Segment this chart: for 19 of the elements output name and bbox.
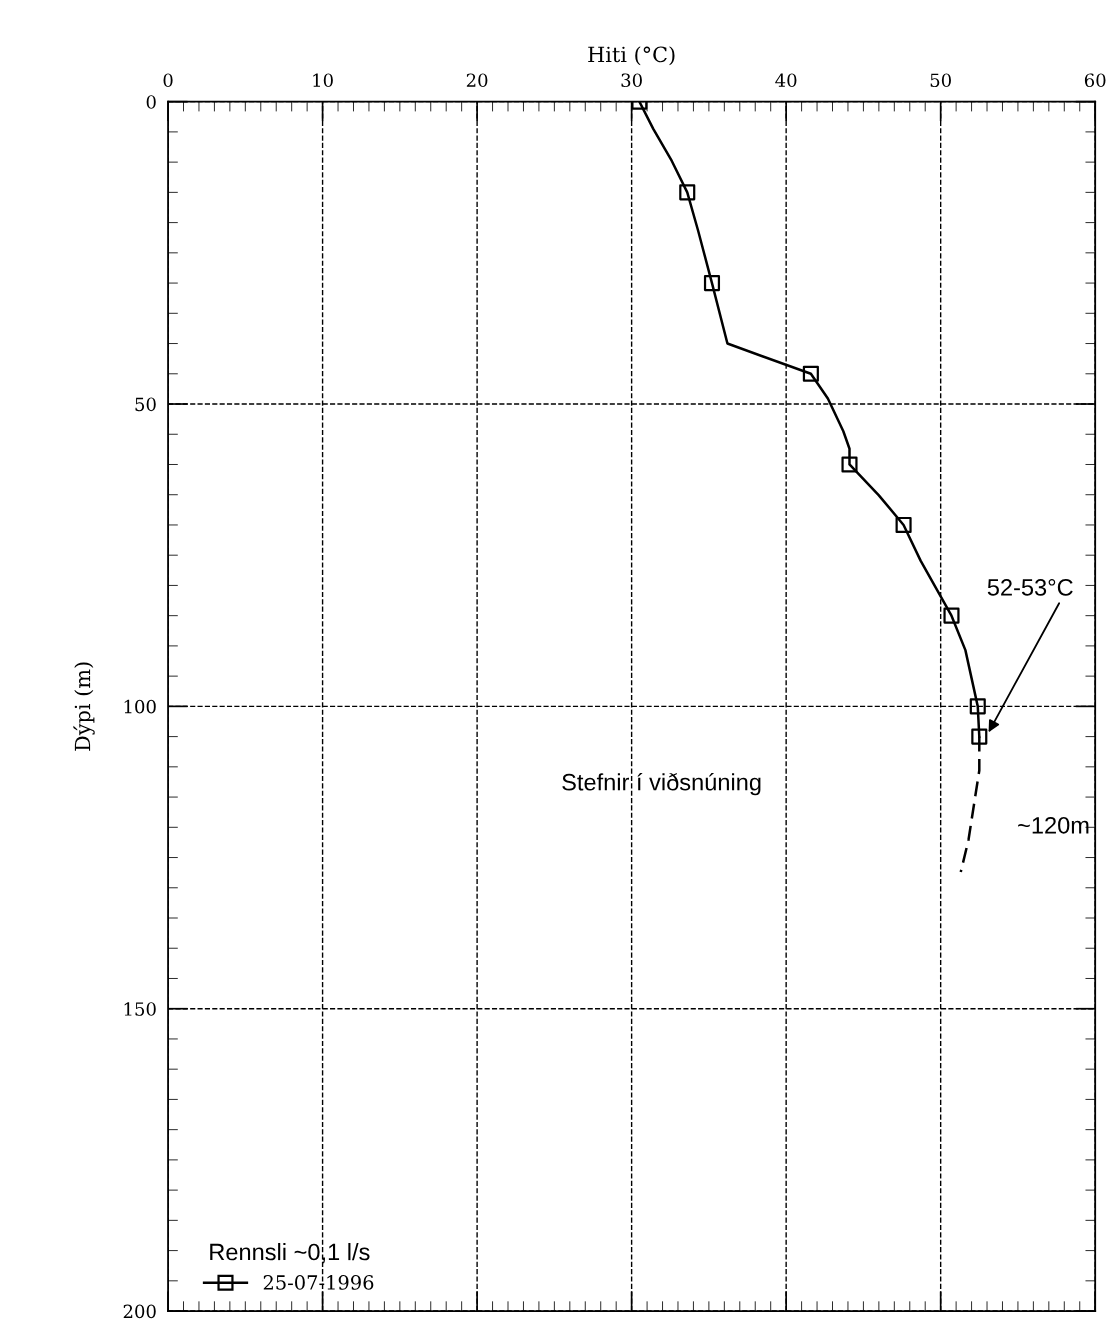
x-tick-label: 50 <box>930 73 951 88</box>
annotation: Stefnir í viðsnúning <box>562 772 761 796</box>
x-tick-label: 60 <box>1084 73 1106 88</box>
y-tick-label: 0 <box>146 95 156 109</box>
legend-label: 25-07-1996 <box>263 1275 374 1290</box>
y-tick-label: 150 <box>124 1002 156 1016</box>
x-tick-label: 10 <box>313 73 333 88</box>
y-tick-label: 50 <box>135 397 156 412</box>
y-tick-label: 100 <box>124 699 156 714</box>
legend-title: Rennsli ~0,1 l/s <box>210 1243 370 1264</box>
x-tick-label: 40 <box>775 73 797 88</box>
x-tick-label: 30 <box>621 73 642 88</box>
y-axis-title: Dýpi (m) <box>73 662 95 751</box>
annotation: 52-53°C <box>987 579 1073 596</box>
x-axis-title: Hiti (°C) <box>588 46 675 66</box>
x-tick-label: 20 <box>466 73 488 88</box>
annotation: ~120m <box>1018 816 1089 834</box>
x-tick-label: 0 <box>163 73 173 88</box>
y-tick-label: 200 <box>123 1304 156 1319</box>
